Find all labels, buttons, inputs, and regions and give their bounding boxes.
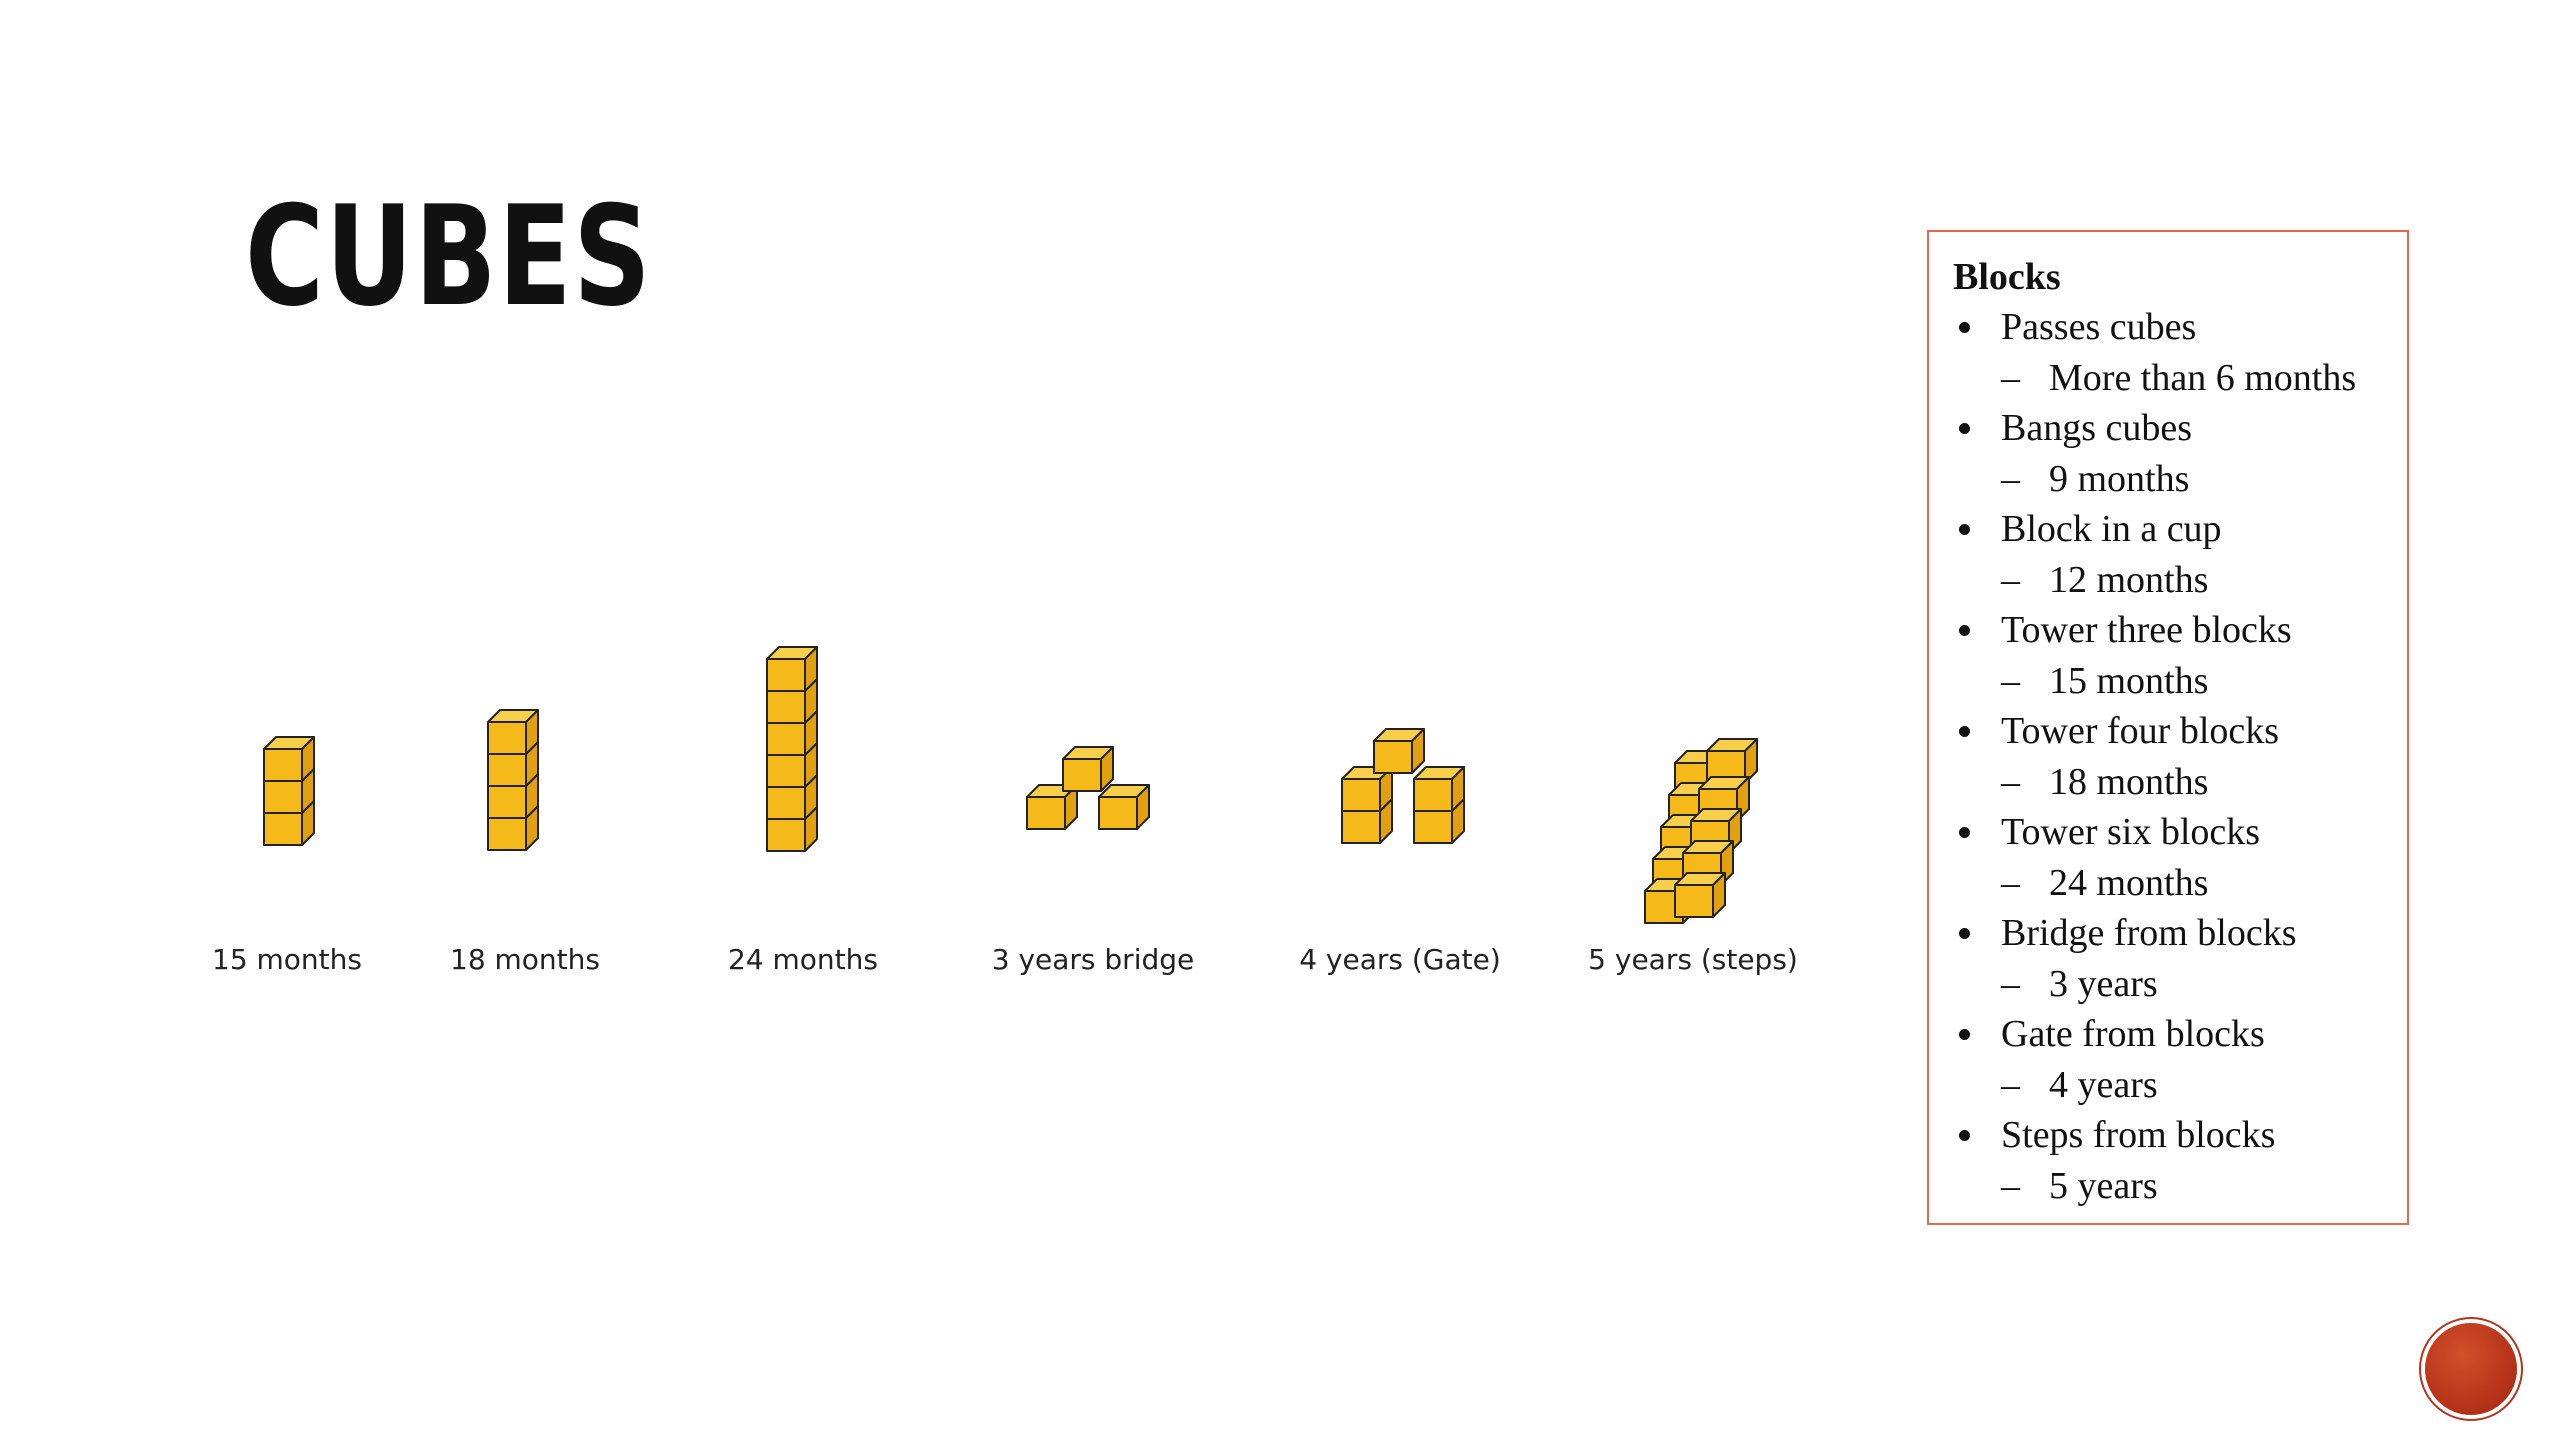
milestone-age: –18 months xyxy=(2001,757,2407,808)
bullet-icon xyxy=(1959,827,1970,838)
bullet-icon xyxy=(1959,625,1970,636)
figure-label: 4 years (Gate) xyxy=(1299,943,1501,976)
milestone-age: –5 years xyxy=(2001,1161,2407,1212)
cube-tower-3 xyxy=(263,736,315,846)
dash-icon: – xyxy=(2001,558,2020,601)
milestone-age: –3 years xyxy=(2001,959,2407,1010)
figure-label: 18 months xyxy=(450,943,600,976)
next-slide-button[interactable] xyxy=(2425,1323,2517,1415)
cube xyxy=(487,709,539,755)
milestone-age: –24 months xyxy=(2001,858,2407,909)
figure-18-months xyxy=(486,708,546,852)
page-title: Cubes xyxy=(245,176,653,337)
cube xyxy=(1062,746,1114,792)
milestone-label: Steps from blocks xyxy=(2001,1114,2276,1156)
cube-gate xyxy=(1341,728,1465,844)
list-item: Steps from blocks –5 years xyxy=(1953,1110,2407,1211)
list-item: Tower six blocks –24 months xyxy=(1953,807,2407,908)
dash-icon: – xyxy=(2001,962,2020,1005)
figure-15-months xyxy=(262,735,322,847)
milestone-label: Passes cubes xyxy=(2001,306,2197,348)
bullet-icon xyxy=(1959,1130,1970,1141)
bullet-icon xyxy=(1959,524,1970,535)
blocks-milestones-box: Blocks Passes cubes – More than 6 months … xyxy=(1927,230,2409,1225)
milestone-age: – More than 6 months xyxy=(2001,353,2407,404)
dash-icon: – xyxy=(2001,356,2020,399)
cube-tower-4 xyxy=(487,709,539,851)
figure-24-months xyxy=(765,645,825,853)
milestone-age: –12 months xyxy=(2001,555,2407,606)
cube xyxy=(1373,728,1425,774)
list-item: Block in a cup –12 months xyxy=(1953,504,2407,605)
list-item: Tower four blocks –18 months xyxy=(1953,706,2407,807)
cube xyxy=(766,646,818,692)
dash-icon: – xyxy=(2001,1063,2020,1106)
figure-4-years-gate xyxy=(1340,727,1470,857)
cube-bridge xyxy=(1026,746,1150,830)
figure-label: 3 years bridge xyxy=(991,943,1195,976)
dash-icon: – xyxy=(2001,760,2020,803)
milestone-label: Bangs cubes xyxy=(2001,407,2193,449)
milestone-age-text: 3 years xyxy=(2049,962,2158,1005)
milestone-age-text: 15 months xyxy=(2049,659,2209,702)
cube xyxy=(1098,784,1150,830)
milestone-age: –9 months xyxy=(2001,454,2407,505)
milestone-label: Gate from blocks xyxy=(2001,1013,2265,1055)
milestone-label: Tower six blocks xyxy=(2001,811,2261,853)
cube xyxy=(1706,738,1758,784)
list-item: Gate from blocks –4 years xyxy=(1953,1009,2407,1110)
figure-3-years-bridge xyxy=(1025,745,1155,845)
list-item: Tower three blocks –15 months xyxy=(1953,605,2407,706)
list-item: Passes cubes – More than 6 months xyxy=(1953,302,2407,403)
bullet-icon xyxy=(1959,322,1970,333)
milestone-label: Bridge from blocks xyxy=(2001,912,2297,954)
cube xyxy=(263,736,315,782)
bullet-icon xyxy=(1959,423,1970,434)
cube xyxy=(1413,766,1465,812)
milestone-age: –4 years xyxy=(2001,1060,2407,1111)
figure-label: 15 months xyxy=(212,943,362,976)
milestone-age-text: 24 months xyxy=(2049,861,2209,904)
figure-label: 5 years (steps) xyxy=(1588,943,1798,976)
bullet-icon xyxy=(1959,1029,1970,1040)
cube xyxy=(1674,872,1726,918)
milestone-age-text: More than 6 months xyxy=(2049,356,2357,399)
milestone-age-text: 4 years xyxy=(2049,1063,2158,1106)
list-item: Bridge from blocks –3 years xyxy=(1953,908,2407,1009)
milestone-age-text: 18 months xyxy=(2049,760,2209,803)
milestone-label: Block in a cup xyxy=(2001,508,2222,550)
dash-icon: – xyxy=(2001,659,2020,702)
milestone-age: –15 months xyxy=(2001,656,2407,707)
figure-label: 24 months xyxy=(728,943,878,976)
dash-icon: – xyxy=(2001,861,2020,904)
milestone-age-text: 9 months xyxy=(2049,457,2190,500)
milestone-age-text: 5 years xyxy=(2049,1164,2158,1207)
milestone-age-text: 12 months xyxy=(2049,558,2209,601)
cube-tower-6 xyxy=(766,646,818,852)
bullet-icon xyxy=(1959,726,1970,737)
list-item: Bangs cubes –9 months xyxy=(1953,403,2407,504)
cube-steps xyxy=(1644,738,1758,924)
blocks-title: Blocks xyxy=(1953,256,2061,298)
dash-icon: – xyxy=(2001,1164,2020,1207)
figure-5-years-steps xyxy=(1643,727,1773,927)
dash-icon: – xyxy=(2001,457,2020,500)
bullet-icon xyxy=(1959,928,1970,939)
blocks-list: Passes cubes – More than 6 months Bangs c… xyxy=(1953,302,2407,1211)
milestone-label: Tower three blocks xyxy=(2001,609,2292,651)
milestone-label: Tower four blocks xyxy=(2001,710,2280,752)
